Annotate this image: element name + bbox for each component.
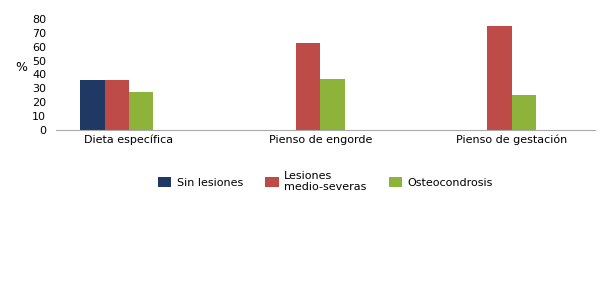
Bar xyxy=(296,42,320,130)
Bar xyxy=(487,26,512,130)
Y-axis label: %: % xyxy=(15,61,27,74)
Bar xyxy=(81,80,105,130)
Bar xyxy=(512,95,536,130)
Legend: Sin lesiones, Lesiones
medio-severas, Osteocondrosis: Sin lesiones, Lesiones medio-severas, Os… xyxy=(154,166,498,197)
Bar xyxy=(320,79,345,130)
Bar xyxy=(105,80,129,130)
Bar xyxy=(129,92,153,130)
